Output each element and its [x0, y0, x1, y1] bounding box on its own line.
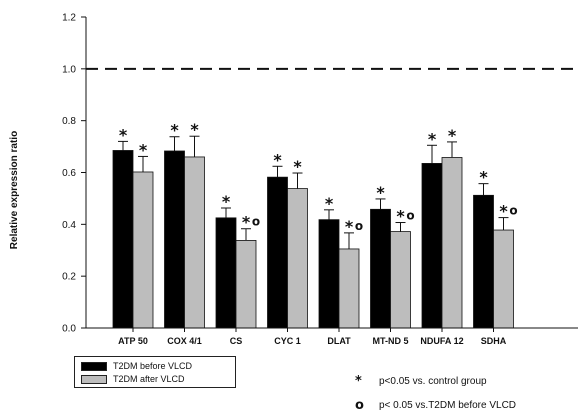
legend-label-before: T2DM before VLCD: [113, 361, 193, 371]
bar-after: [493, 229, 514, 329]
legend-item-after: T2DM after VLCD: [81, 373, 185, 385]
x-tick-label: COX 4/1: [167, 336, 202, 346]
bar-before: [370, 208, 391, 329]
significance-star-after: *: [190, 120, 199, 139]
bar-before: [215, 217, 237, 329]
x-tick-label: DLAT: [327, 336, 351, 346]
significance-note-control: * p<0.05 vs. control group: [355, 374, 487, 389]
bar-before: [112, 150, 134, 329]
y-tick-label: 0.2: [62, 272, 76, 283]
x-tick-label: MT-ND 5: [373, 336, 409, 346]
x-tick-label: CS: [230, 336, 243, 346]
significance-star-before: *: [376, 183, 385, 202]
significance-star-before: *: [222, 192, 231, 211]
significance-star-before: *: [170, 121, 179, 140]
legend-swatch-before: [81, 361, 107, 371]
y-tick-label: 1.0: [62, 64, 76, 75]
legend-label-after: T2DM after VLCD: [113, 374, 185, 384]
significance-star-before: *: [119, 125, 128, 144]
bar-after: [390, 231, 411, 329]
bars-group: *** *** o* *** o** o* *** o: [112, 120, 518, 329]
bar-after: [235, 240, 257, 329]
y-tick-label: 1.2: [62, 13, 76, 24]
y-tick-label: 0.6: [62, 168, 76, 179]
bar-after: [338, 248, 360, 329]
y-tick-label: 0.4: [62, 220, 76, 231]
x-tick-label: NDUFA 12: [420, 336, 463, 346]
significance-star-before: *: [428, 129, 437, 148]
significance-star-after: *: [499, 202, 508, 221]
note-symbol-star: *: [355, 374, 362, 389]
significance-note-before: o p< 0.05 vs.T2DM before VLCD: [355, 398, 516, 413]
note-text-before: p< 0.05 vs.T2DM before VLCD: [379, 400, 517, 411]
note-symbol-circle: o: [355, 398, 364, 413]
x-axis: ATP 50 COX 4/1 CS CYC 1 DLAT MT-ND 5 NDUFA 12 S…: [86, 327, 578, 346]
significance-circle-after: o: [252, 215, 260, 229]
note-text-control: p<0.05 vs. control group: [379, 376, 487, 387]
bar-after: [441, 157, 463, 329]
x-tick-label: ATP 50: [118, 336, 148, 346]
legend-item-before: T2DM before VLCD: [81, 360, 192, 372]
bar-before: [164, 150, 185, 329]
significance-star-before: *: [273, 150, 282, 169]
y-axis-title: Relative expression ratio: [9, 131, 20, 249]
bar-before: [421, 163, 443, 329]
significance-star-after: *: [242, 213, 251, 232]
bar-before: [318, 219, 340, 329]
bar-before: [267, 176, 288, 329]
significance-star-after: *: [293, 157, 302, 176]
y-tick-label: 0.0: [62, 324, 76, 335]
significance-star-before: *: [325, 194, 334, 213]
bar-after: [184, 156, 205, 329]
significance-star-before: *: [479, 168, 488, 187]
significance-circle-after: o: [406, 209, 414, 223]
significance-star-after: *: [448, 126, 457, 145]
x-tick-label: CYC 1: [274, 336, 301, 346]
y-tick-label: 0.8: [62, 116, 76, 127]
legend: T2DM before VLCD T2DM after VLCD: [74, 356, 236, 388]
bar-after: [287, 188, 308, 329]
bar-after: [132, 171, 154, 329]
significance-star-after: *: [139, 140, 148, 159]
significance-circle-after: o: [509, 204, 517, 218]
significance-star-after: *: [396, 207, 405, 226]
significance-star-after: *: [345, 217, 354, 236]
x-tick-label: SDHA: [481, 336, 507, 346]
significance-circle-after: o: [355, 219, 363, 233]
y-axis: 0.0 0.2 0.4 0.6 0.8 1.0 1.2: [62, 13, 87, 335]
bar-before: [473, 194, 494, 329]
legend-swatch-after: [81, 374, 107, 384]
